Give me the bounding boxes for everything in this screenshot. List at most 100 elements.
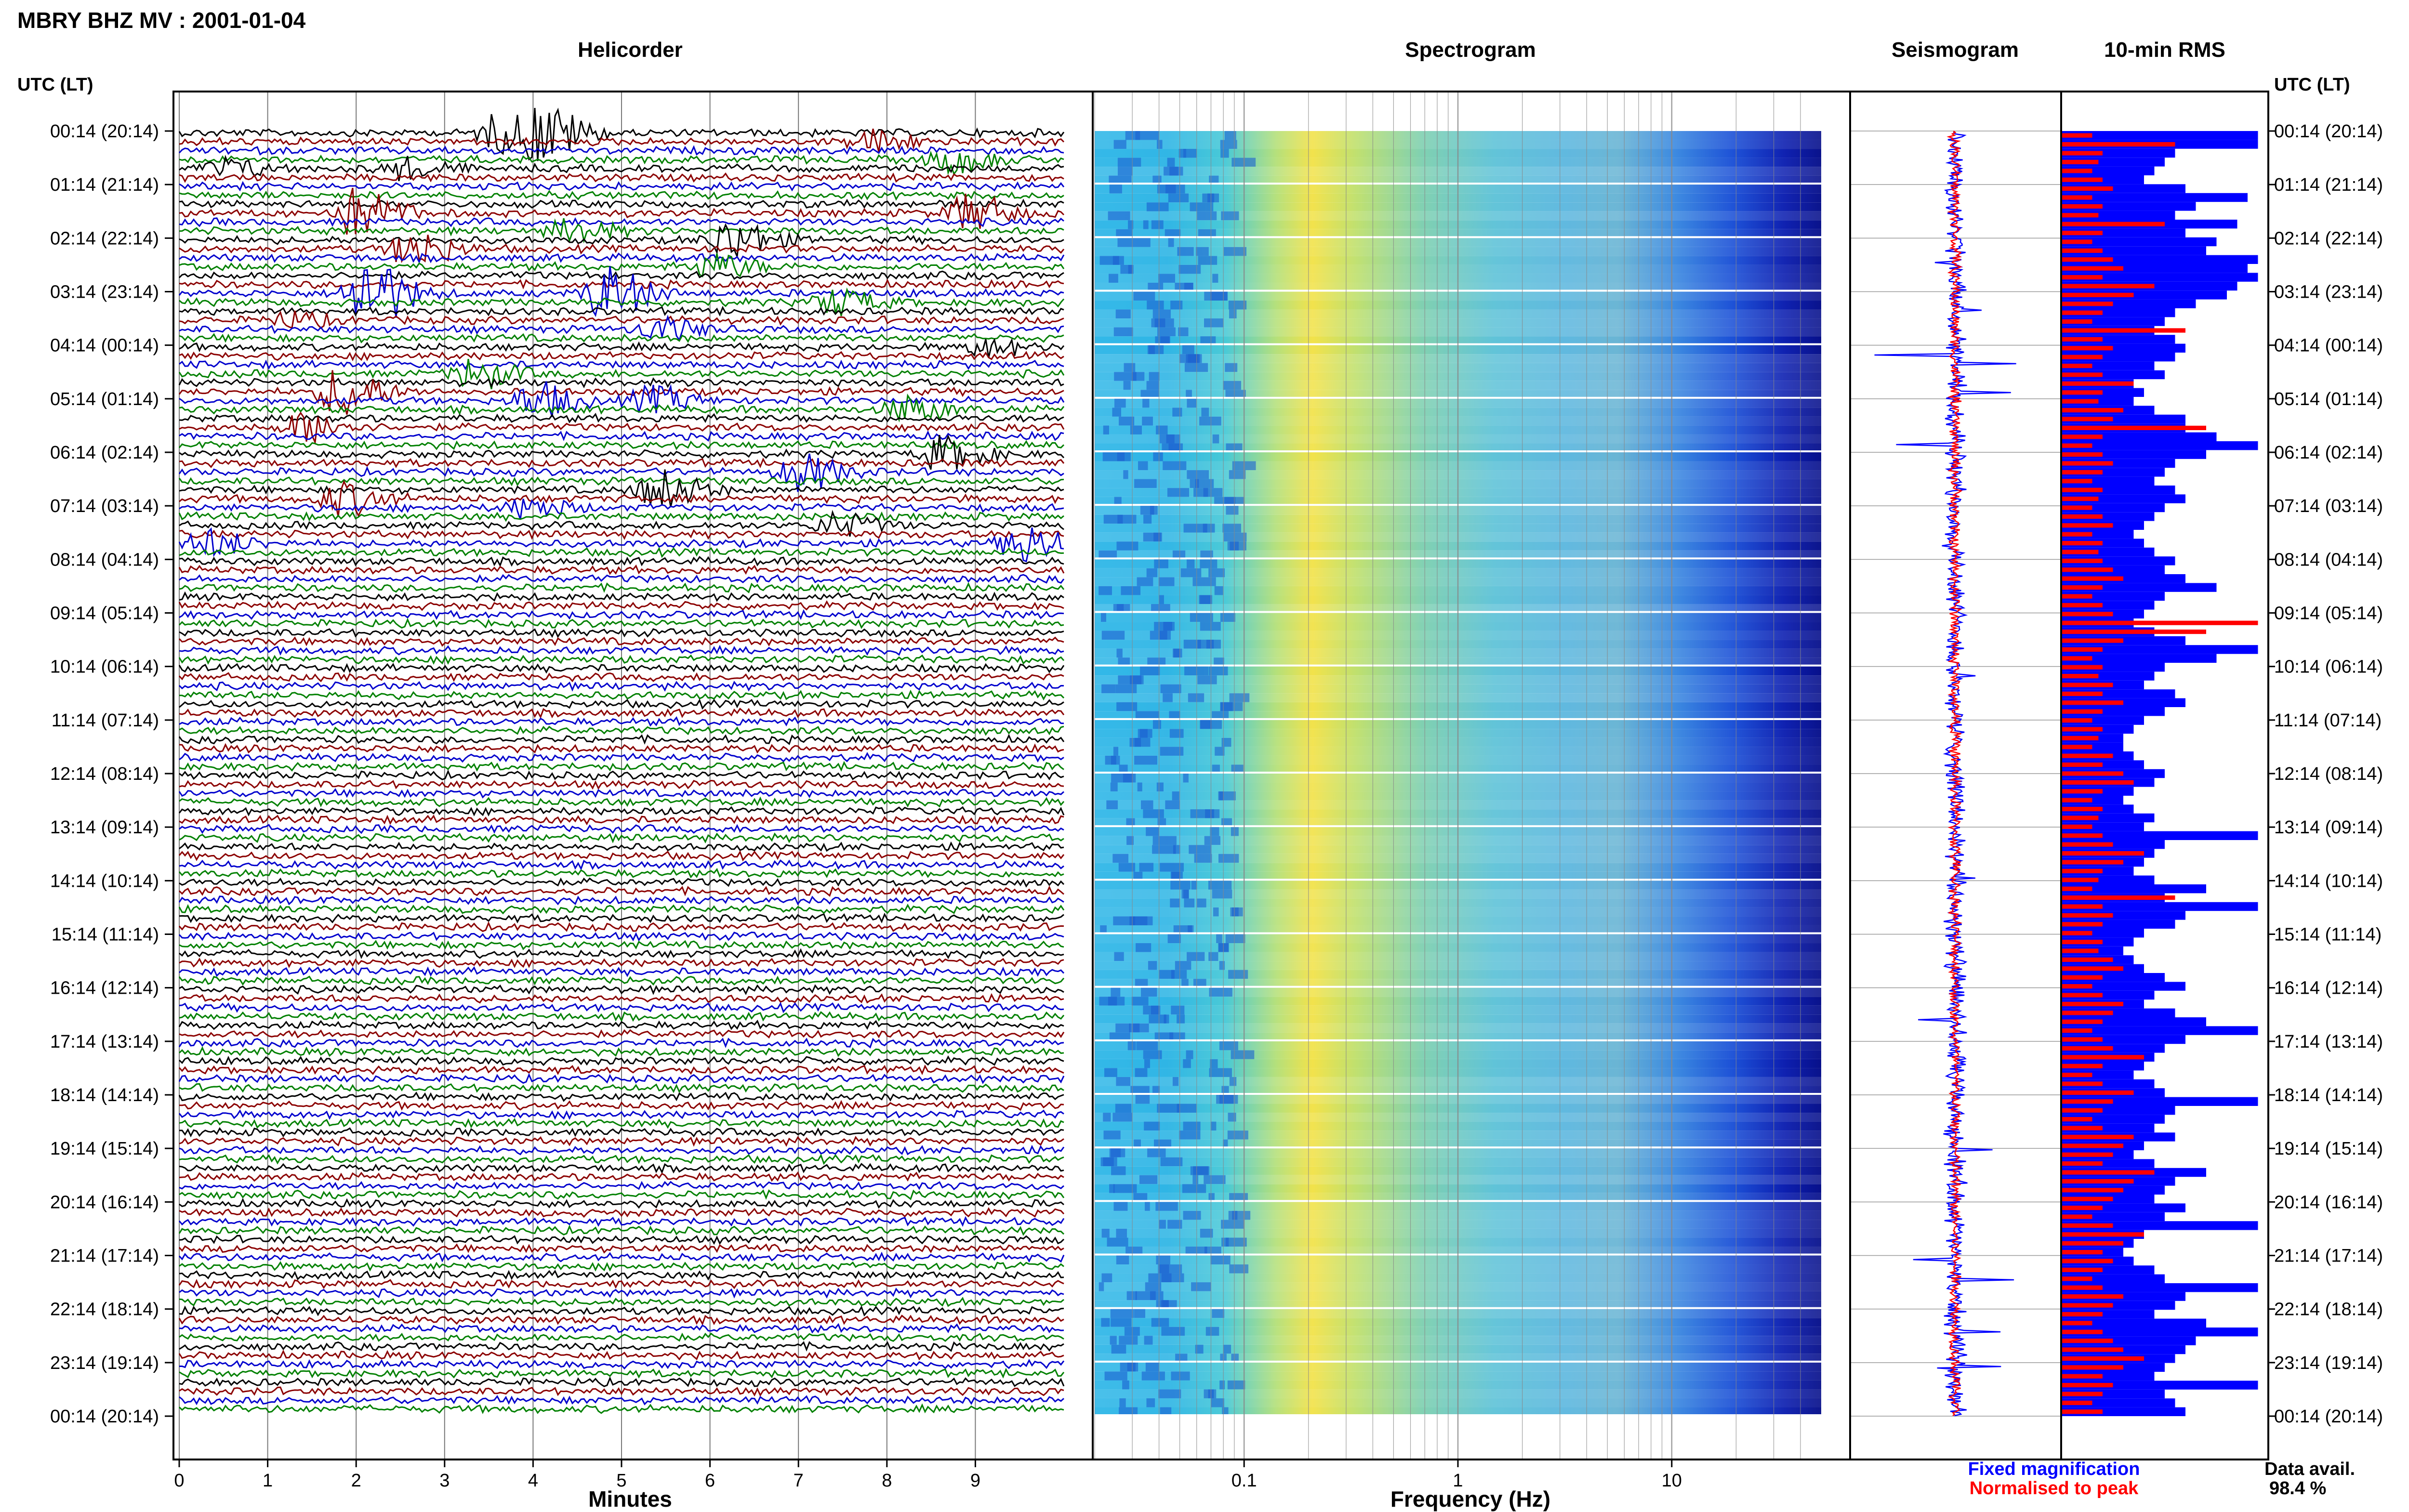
helicorder-trace (179, 1181, 1064, 1191)
spectrogram-streak (1170, 881, 1191, 890)
spectrogram-streak (1228, 970, 1248, 979)
helicorder-trace (179, 993, 1064, 1004)
helicorder-trace (178, 440, 1065, 450)
rms-fixed-bar (2061, 1318, 2206, 1328)
spectrogram-streak (1151, 604, 1170, 611)
rms-normalised-bar (2061, 718, 2092, 723)
spectrogram-streak (1222, 524, 1241, 533)
rms-normalised-bar (2061, 1267, 2103, 1272)
rms-normalised-bar (2061, 443, 2092, 448)
time-tick-label-left: 23:14 (19:14) (50, 1353, 159, 1373)
spectrogram-streak (1160, 747, 1184, 756)
helicorder-trace (178, 1315, 1064, 1326)
spectrogram-streak (1208, 881, 1232, 890)
rms-normalised-bar (2061, 1276, 2092, 1281)
time-tick-label-left: 20:14 (16:14) (50, 1192, 159, 1212)
rms-normalised-bar (2061, 266, 2123, 271)
helicorder-x-label: Minutes (588, 1486, 672, 1512)
helicorder-trace (179, 1261, 1064, 1272)
spectrogram-streak (1119, 1398, 1126, 1407)
rms-normalised-bar (2061, 904, 2103, 909)
time-tick-label-right: 06:14 (02:14) (2274, 443, 2383, 463)
spectrogram-streak (1114, 372, 1137, 381)
helicorder-trace (179, 912, 1064, 923)
spectrogram-streak (1147, 301, 1164, 310)
spectrogram-streak (1125, 131, 1140, 140)
spectrogram-streak (1231, 907, 1239, 917)
spectrogram-panel (1092, 91, 1851, 1460)
spectrogram-streak (1164, 1014, 1169, 1024)
spectrogram-streak (1139, 863, 1154, 872)
helicorder-trace (178, 734, 1065, 745)
spectrogram-streak (1115, 1104, 1132, 1113)
rms-fixed-bar (2061, 237, 2217, 247)
spectrogram-streak (1121, 586, 1141, 595)
spectrogram-streak (1143, 220, 1149, 229)
rms-normalised-bar (2061, 922, 2103, 927)
spectrogram-streak (1151, 318, 1165, 328)
rms-normalised-bar (2061, 328, 2185, 333)
spectrogram-streak (1152, 836, 1177, 845)
spectrogram-streak (1151, 1318, 1169, 1327)
spectrogram-streak (1107, 1237, 1128, 1247)
spectrogram-streak (1175, 961, 1191, 970)
spectrogram-streak (1183, 149, 1197, 158)
helicorder-trace (179, 1270, 1064, 1281)
spectrogram-streak (1124, 363, 1136, 372)
spectrogram-streak (1165, 184, 1185, 194)
helicorder-trace (179, 824, 1064, 834)
spectrogram-streak (1224, 131, 1236, 140)
spectrogram-streak (1144, 1059, 1150, 1068)
rms-normalised-bar (2061, 1303, 2113, 1308)
helicorder-trace (178, 788, 1065, 799)
helicorder-trace (178, 904, 1065, 915)
spectrogram-streak (1187, 952, 1205, 961)
time-tick-label-left: 12:14 (08:14) (50, 764, 159, 784)
helicorder-trace (179, 1386, 1064, 1397)
helicorder-trace (179, 198, 1064, 210)
rms-normalised-bar (2061, 913, 2113, 918)
spectrogram-streak (1170, 898, 1180, 907)
time-tick-label-left: 05:14 (01:14) (50, 389, 159, 409)
rms-normalised-bar (2061, 257, 2113, 262)
spectrogram-streak (1184, 282, 1193, 290)
spectrogram-streak (1188, 693, 1204, 702)
spectrogram-x-tick-label: 10 (1662, 1471, 1682, 1491)
helicorder-x-tick-label: 5 (616, 1471, 626, 1491)
spectrogram-streak (1226, 506, 1239, 515)
spectrogram-streak (1101, 631, 1125, 640)
time-tick-label-right: 07:14 (03:14) (2274, 496, 2383, 516)
spectrogram-streak (1205, 1327, 1219, 1336)
rms-normalised-bar (2061, 594, 2092, 599)
spectrogram-streak (1221, 1220, 1244, 1229)
spectrogram-streak (1222, 1407, 1229, 1414)
spectrogram-streak (1145, 1202, 1150, 1211)
spectrogram-streak (1172, 408, 1182, 417)
spectrogram-streak (1159, 1220, 1166, 1229)
spectrogram-streak (1147, 657, 1166, 665)
rms-normalised-bar (2061, 931, 2092, 935)
rms-normalised-bar (2061, 1347, 2123, 1352)
spectrogram-streak (1113, 1184, 1137, 1193)
rms-normalised-bar (2061, 612, 2113, 617)
spectrogram-streak (1141, 987, 1157, 997)
helicorder-trace (178, 1073, 1065, 1084)
spectrogram-streak (1214, 657, 1224, 665)
time-axis-right: 00:14 (20:14) 01:14 (21:14) 02:14 (22:14) 0… (2268, 121, 2383, 1427)
helicorder-trace (179, 333, 1064, 343)
rms-normalised-bar (2061, 576, 2123, 581)
spectrogram-streak (1117, 514, 1137, 524)
helicorder-trace (178, 1109, 1064, 1120)
rms-normalised-bar (2061, 195, 2092, 200)
spectrogram-streak (1103, 1113, 1111, 1122)
helicorder-x-tick-label: 1 (263, 1471, 273, 1491)
helicorder-trace (179, 457, 1065, 469)
helicorder-trace (179, 529, 1064, 540)
time-tick-label-right: 21:14 (17:14) (2274, 1246, 2383, 1266)
spectrogram-streak (1224, 247, 1247, 256)
time-tick-label-right: 01:14 (21:14) (2274, 175, 2383, 195)
spectrogram-streak (1184, 898, 1195, 907)
time-tick-label-right: 13:14 (09:14) (2274, 817, 2383, 838)
helicorder-trace (178, 931, 1064, 942)
rms-normalised-bar (2061, 1196, 2113, 1201)
